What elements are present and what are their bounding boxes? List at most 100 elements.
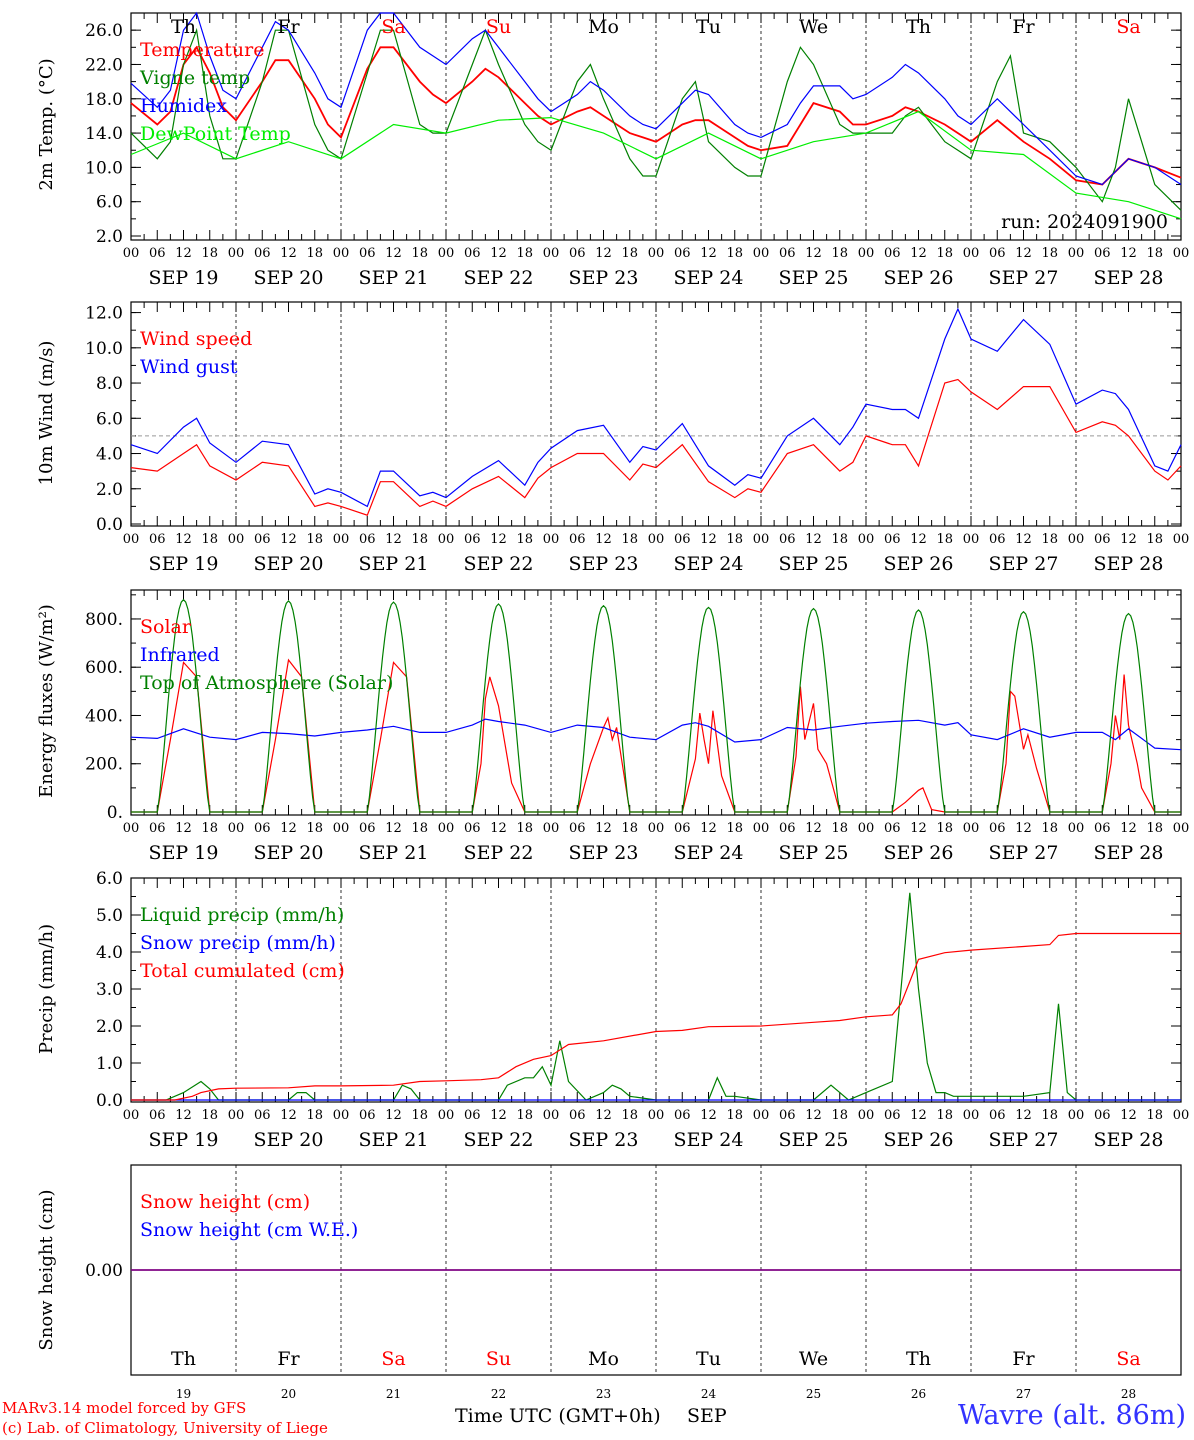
series-line-humidex [130, 11, 1182, 186]
date-label: SEP 27 [989, 1129, 1059, 1151]
hour-tick-label: 00 [753, 821, 770, 836]
day-of-week-bottom: Fr [1012, 1348, 1035, 1370]
hour-tick-label: 06 [464, 532, 481, 547]
day-of-week-bottom: We [799, 1348, 828, 1370]
date-label: SEP 25 [779, 1129, 849, 1151]
date-label: SEP 21 [359, 553, 429, 575]
y-tick-label: 1.0 [96, 1054, 123, 1074]
hour-tick-label: 12 [175, 1108, 192, 1123]
y-tick-label: 0.00 [85, 1261, 123, 1281]
hour-tick-label: 18 [831, 821, 848, 836]
y-tick-label: 6.0 [96, 193, 123, 213]
hour-tick-label: 00 [123, 1108, 140, 1123]
hour-tick-label: 00 [648, 821, 665, 836]
date-label: SEP 24 [674, 267, 744, 289]
hour-tick-label: 00 [228, 1108, 245, 1123]
hour-tick-label: 00 [963, 532, 980, 547]
legend-entry: Humidex [140, 95, 227, 117]
hour-tick-label: 06 [674, 532, 691, 547]
hour-tick-label: 00 [543, 532, 560, 547]
day-of-week-top: Tu [696, 16, 721, 38]
date-label: SEP 22 [464, 842, 534, 864]
date-label: SEP 23 [569, 267, 639, 289]
hour-tick-label: 12 [175, 246, 192, 261]
day-of-week-bottom: Sa [1116, 1348, 1140, 1370]
hour-tick-label: 06 [1094, 821, 1111, 836]
hour-tick-label: 00 [963, 821, 980, 836]
hour-tick-label: 12 [490, 821, 507, 836]
date-label: SEP 26 [884, 553, 954, 575]
hour-tick-label: 12 [910, 532, 927, 547]
hour-tick-label: 00 [858, 1108, 875, 1123]
y-tick-label: 800. [85, 610, 123, 630]
y-axis-label: Precip (mm/h) [36, 924, 57, 1054]
date-label: SEP 25 [779, 267, 849, 289]
hour-tick-label: 00 [1068, 1108, 1085, 1123]
hour-tick-label: 00 [333, 1108, 350, 1123]
hour-tick-label: 00 [228, 532, 245, 547]
date-label: SEP 22 [464, 553, 534, 575]
y-tick-label: 18.0 [85, 90, 123, 110]
series-line-dewpoint-temp [130, 110, 1182, 220]
day-of-week-top: We [799, 16, 828, 38]
date-label: SEP 26 [884, 267, 954, 289]
hour-tick-label: 00 [123, 246, 140, 261]
hour-tick-label: 00 [543, 821, 560, 836]
hour-tick-label: 18 [936, 821, 953, 836]
hour-tick-label: 06 [359, 246, 376, 261]
hour-tick-label: 06 [1094, 1108, 1111, 1123]
hour-tick-label: 18 [621, 821, 638, 836]
hour-tick-label: 12 [1120, 532, 1137, 547]
run-label: run: 2024091900 [1001, 211, 1168, 233]
hour-tick-label: 00 [858, 532, 875, 547]
hour-tick-label: 18 [201, 821, 218, 836]
day-of-week-bottom: Th [171, 1348, 196, 1370]
y-tick-label: 400. [85, 706, 123, 726]
hour-tick-label: 00 [1173, 821, 1190, 836]
panel-frame [130, 301, 1182, 527]
legend-entry: Infrared [140, 644, 220, 666]
y-tick-label: 0.0 [96, 1091, 123, 1111]
legend-entry: Top of Atmosphere (Solar) [140, 672, 393, 694]
hour-tick-label: 12 [385, 1108, 402, 1123]
date-label: SEP 19 [149, 553, 219, 575]
hour-tick-label: 18 [306, 246, 323, 261]
hour-tick-label: 06 [464, 246, 481, 261]
date-label: SEP 28 [1094, 842, 1164, 864]
hour-tick-label: 18 [1041, 1108, 1058, 1123]
date-label: SEP 20 [254, 553, 324, 575]
hour-tick-label: 12 [805, 532, 822, 547]
date-label: SEP 25 [779, 842, 849, 864]
hour-tick-label: 18 [201, 1108, 218, 1123]
hour-tick-label: 12 [175, 821, 192, 836]
hour-tick-label: 06 [989, 246, 1006, 261]
hour-tick-label: 12 [1120, 246, 1137, 261]
day-of-week-bottom: Su [486, 1348, 511, 1370]
series-line-temperature [130, 45, 1182, 186]
hour-tick-label: 18 [306, 532, 323, 547]
series-line-vigne-temp [130, 27, 1182, 211]
hour-tick-label: 06 [254, 532, 271, 547]
day-of-week-top: Fr [1012, 16, 1035, 38]
date-label: SEP 28 [1094, 267, 1164, 289]
hour-tick-label: 12 [1015, 246, 1032, 261]
hour-tick-label: 00 [1173, 246, 1190, 261]
hour-tick-label: 18 [516, 532, 533, 547]
hour-tick-label: 00 [753, 246, 770, 261]
hour-tick-label: 06 [254, 1108, 271, 1123]
hour-tick-label: 06 [254, 821, 271, 836]
legend-entry: Wind speed [140, 328, 252, 350]
hour-tick-label: 00 [333, 821, 350, 836]
day-of-week-bottom: Fr [277, 1348, 300, 1370]
hour-tick-label: 12 [910, 821, 927, 836]
hour-tick-label: 12 [280, 821, 297, 836]
date-label: SEP 20 [254, 267, 324, 289]
date-label: SEP 28 [1094, 1129, 1164, 1151]
hour-tick-label: 18 [726, 1108, 743, 1123]
day-number: 22 [491, 1387, 506, 1401]
hour-tick-label: 12 [280, 1108, 297, 1123]
date-label: SEP 22 [464, 267, 534, 289]
hour-tick-label: 18 [936, 532, 953, 547]
hour-tick-label: 18 [936, 246, 953, 261]
hour-tick-label: 00 [648, 246, 665, 261]
